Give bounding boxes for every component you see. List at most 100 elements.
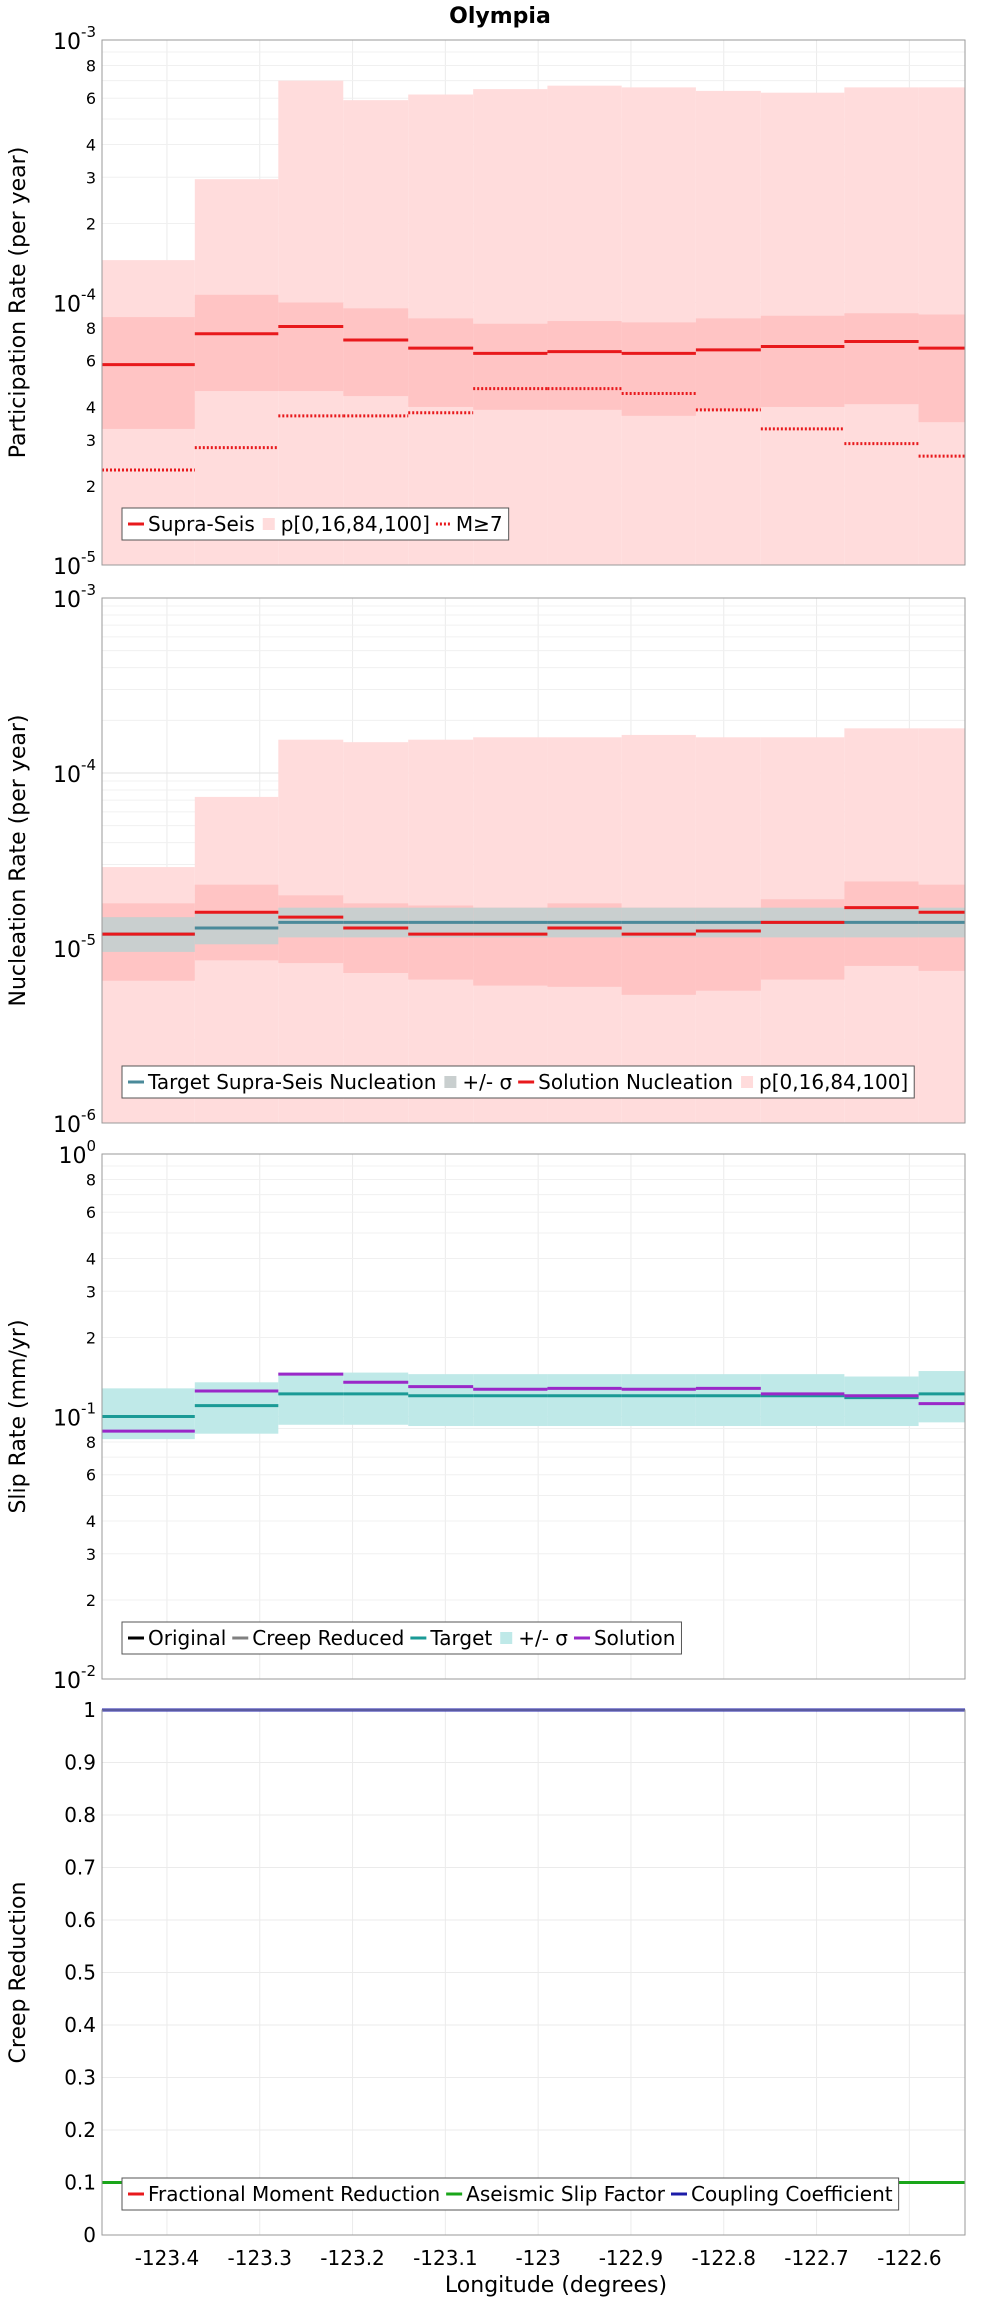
legend-label: Solution	[594, 1626, 675, 1650]
x-tick-label: -122.7	[784, 2246, 848, 2270]
y-axis-label: Participation Rate (per year)	[6, 147, 31, 459]
y-minor-tick-label: 3	[86, 1282, 96, 1301]
band-bin	[547, 1374, 622, 1427]
band-bin	[844, 1376, 919, 1427]
legend-label: M≥7	[456, 512, 503, 536]
x-tick-label: -123.1	[413, 2246, 477, 2270]
legend: Supra-Seis p[0,16,84,100] M≥7	[121, 507, 510, 541]
y-tick-label: 0.7	[64, 1856, 96, 1880]
y-minor-tick-label: 2	[86, 214, 96, 233]
y-tick-label: 10-2	[53, 1662, 96, 1694]
y-minor-tick-label: 4	[86, 1512, 96, 1531]
panel-3: 10-2 10-1 100 2 3 4 6 8 2 3 4 6 8 Slip Rate (mm/yr) Or…	[6, 1137, 966, 1694]
legend-label: Solution Nucleation	[538, 1070, 733, 1094]
legend-label: Fractional Moment Reduction	[148, 2182, 440, 2206]
band-bin	[844, 313, 919, 405]
panels: 10-5 10-4 10-3 2 3 4 6 8 2 3 4 6 8 Participation Rate…	[6, 23, 966, 2270]
y-tick-label: 10-3	[53, 581, 96, 613]
y-tick-label: 10-5	[53, 548, 96, 580]
y-minor-tick-label: 4	[86, 398, 96, 417]
y-tick-label: 10-3	[53, 23, 96, 55]
band-bin	[547, 321, 622, 410]
y-minor-tick-label: 6	[86, 1466, 96, 1485]
legend-label: Supra-Seis	[148, 512, 255, 536]
panel-1: 10-5 10-4 10-3 2 3 4 6 8 2 3 4 6 8 Participation Rate…	[6, 23, 966, 580]
legend-label: Coupling Coefficient	[691, 2182, 893, 2206]
band-bin	[473, 1374, 548, 1427]
band-bin	[278, 302, 344, 392]
y-axis-label: Creep Reduction	[6, 1882, 31, 2064]
y-minor-tick-label: 2	[86, 1328, 96, 1347]
band-bin	[695, 318, 761, 410]
band-bin	[918, 314, 965, 423]
y-axis-label: Nucleation Rate (per year)	[6, 715, 31, 1007]
band-bin	[278, 1372, 344, 1425]
plot-frame	[101, 1709, 966, 2236]
legend-box	[121, 2177, 900, 2211]
legend-swatch	[741, 1076, 754, 1088]
band-bin	[621, 1374, 696, 1427]
legend-label: +/- σ	[462, 1070, 512, 1094]
y-axis-label: Slip Rate (mm/yr)	[6, 1319, 31, 1513]
band-bin	[473, 323, 548, 410]
legend-label: Creep Reduced	[252, 1626, 404, 1650]
y-tick-label: 0.3	[64, 2066, 96, 2090]
y-minor-tick-label: 8	[86, 1433, 96, 1452]
plot-frame	[101, 597, 966, 1124]
y-tick-label: 0.6	[64, 1908, 96, 1932]
band-bin	[621, 322, 696, 416]
x-tick-label: -123.3	[228, 2246, 292, 2270]
y-tick-label: 0.9	[64, 1751, 96, 1775]
y-tick-label: 10-1	[53, 1400, 96, 1432]
y-minor-tick-label: 4	[86, 1249, 96, 1268]
y-tick-label: 0.1	[64, 2171, 96, 2195]
x-tick-label: -122.9	[599, 2246, 663, 2270]
legend: Fractional Moment Reduction Aseismic Slip…	[121, 2177, 900, 2211]
y-tick-label: 10-4	[53, 286, 96, 318]
legend: Original Creep Reduced Target +/- σ Solution	[121, 1621, 682, 1655]
y-minor-tick-label: 8	[86, 56, 96, 75]
plot-frame	[101, 39, 966, 566]
x-tick-label: -122.6	[877, 2246, 941, 2270]
y-tick-label: 0.5	[64, 1961, 96, 1985]
legend-label: p[0,16,84,100]	[759, 1070, 908, 1094]
y-tick-label: 0.8	[64, 1803, 96, 1827]
legend-label: Target Supra-Seis Nucleation	[147, 1070, 436, 1094]
legend-label: p[0,16,84,100]	[281, 512, 430, 536]
panel-2: 10-6 10-5 10-4 10-3 Nucleation Rate (per yea…	[6, 581, 966, 1138]
legend-box	[121, 1065, 915, 1099]
legend: Target Supra-Seis Nucleation +/- σ Solutio…	[121, 1065, 915, 1099]
y-tick-label: 0.4	[64, 2013, 96, 2037]
legend-swatch	[262, 518, 275, 530]
band-bin	[408, 318, 474, 407]
legend-label: Target	[429, 1626, 492, 1650]
y-minor-tick-label: 6	[86, 352, 96, 371]
y-tick-label: 10-6	[53, 1106, 96, 1138]
legend-label: Aseismic Slip Factor	[466, 2182, 666, 2206]
band-bin	[343, 1372, 409, 1425]
y-tick-label: 10-5	[53, 931, 96, 963]
legend-label: Original	[148, 1626, 226, 1650]
legend-swatch	[500, 1632, 513, 1644]
band-bin	[343, 308, 409, 397]
y-minor-tick-label: 6	[86, 1203, 96, 1222]
band-bin	[695, 1374, 761, 1427]
y-minor-tick-label: 3	[86, 431, 96, 450]
y-tick-label: 0.2	[64, 2118, 96, 2142]
chart-title: Olympia	[449, 4, 551, 29]
band-bin	[408, 1374, 474, 1427]
y-minor-tick-label: 2	[86, 1591, 96, 1610]
band-bin	[102, 317, 195, 429]
band-bin	[194, 294, 279, 392]
legend-swatch	[444, 1076, 457, 1088]
y-minor-tick-label: 2	[86, 477, 96, 496]
panel-4: 0 0.1 0.2 0.3 0.4 0.5 0.6 0.7 0.8 0.9 1 Creep Reduc…	[6, 1698, 966, 2270]
x-tick-label: -123.2	[320, 2246, 384, 2270]
y-minor-tick-label: 3	[86, 1545, 96, 1564]
band-bin	[760, 315, 845, 407]
y-minor-tick-label: 8	[86, 319, 96, 338]
y-tick-label: 1	[83, 1698, 96, 1722]
y-minor-tick-label: 3	[86, 168, 96, 187]
y-minor-tick-label: 4	[86, 135, 96, 154]
